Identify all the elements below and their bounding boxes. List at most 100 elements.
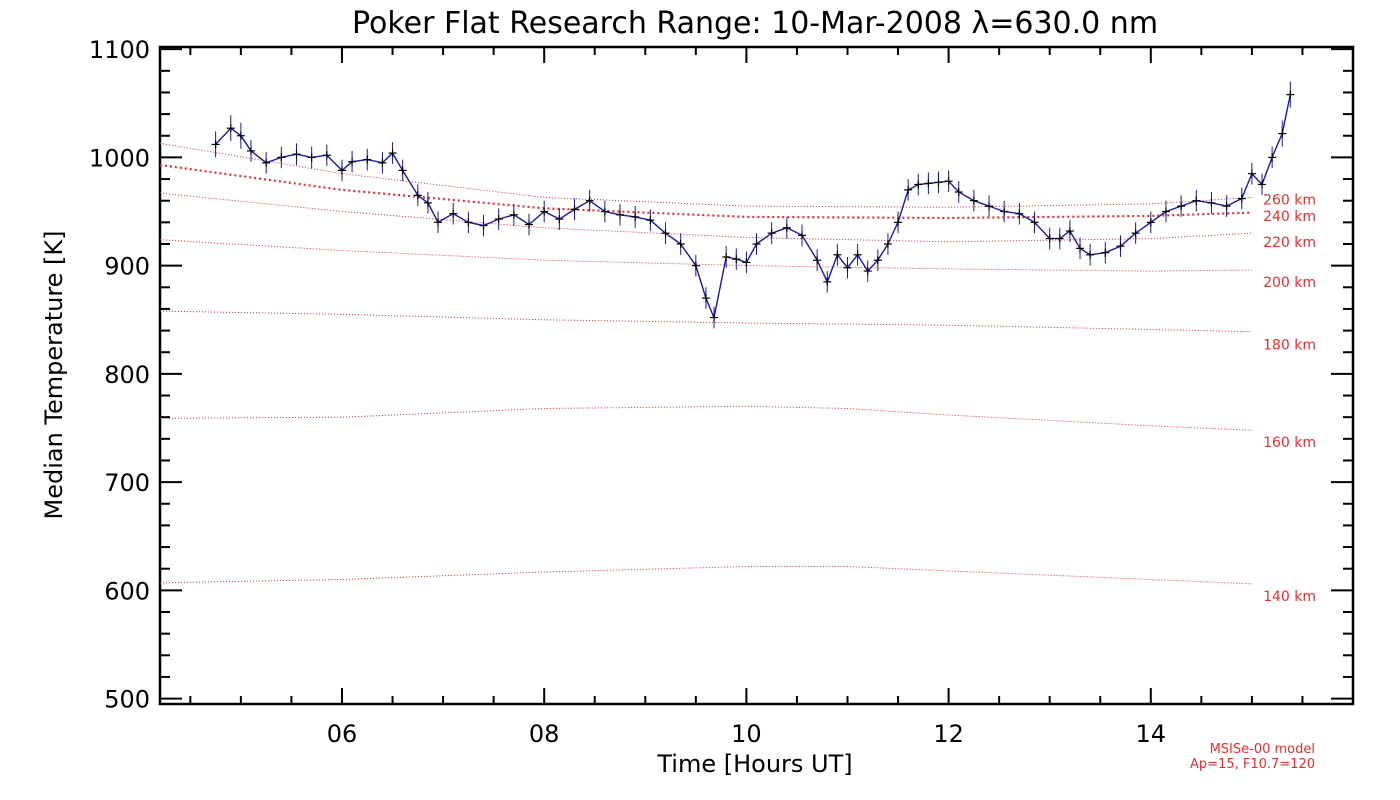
y-tick-label: 1100 bbox=[89, 36, 150, 64]
x-tick-label: 12 bbox=[933, 720, 964, 748]
data-point bbox=[337, 166, 346, 175]
data-point bbox=[722, 252, 731, 261]
altitude-label: 160 km bbox=[1263, 435, 1316, 451]
data-point bbox=[236, 131, 245, 140]
data-point bbox=[1055, 234, 1064, 243]
model-curve-220-km bbox=[159, 192, 1252, 243]
data-point bbox=[292, 150, 301, 159]
data-point bbox=[378, 158, 387, 167]
altitude-label: 260 km bbox=[1263, 193, 1316, 209]
y-tick-label: 1000 bbox=[89, 144, 150, 172]
plot-frame bbox=[158, 45, 1355, 706]
data-point bbox=[1192, 196, 1201, 205]
data-point bbox=[616, 210, 625, 219]
data-point bbox=[1268, 153, 1277, 162]
x-tick-label: 14 bbox=[1136, 720, 1167, 748]
data-point bbox=[833, 250, 842, 259]
measurement-line bbox=[215, 94, 1291, 320]
data-point bbox=[767, 229, 776, 238]
data-point bbox=[944, 177, 953, 186]
data-point bbox=[843, 263, 852, 272]
y-axis-label: Median Temperature [K] bbox=[40, 230, 68, 519]
data-point bbox=[246, 146, 255, 155]
data-point bbox=[348, 157, 357, 166]
y-tick-label: 600 bbox=[104, 577, 150, 605]
altitude-label: 220 km bbox=[1263, 235, 1316, 251]
data-point bbox=[813, 256, 822, 265]
data-point bbox=[398, 166, 407, 175]
data-point bbox=[322, 151, 331, 160]
data-point bbox=[1237, 194, 1246, 203]
data-point bbox=[904, 185, 913, 194]
data-point bbox=[413, 191, 422, 200]
model-curve-140-km bbox=[159, 566, 1252, 585]
x-tick-label: 06 bbox=[327, 720, 358, 748]
data-point bbox=[742, 258, 751, 267]
data-point bbox=[388, 149, 397, 158]
data-point bbox=[1222, 202, 1231, 211]
data-point bbox=[1000, 207, 1009, 216]
data-point bbox=[1030, 218, 1039, 227]
data-point bbox=[954, 188, 963, 197]
data-point bbox=[1278, 129, 1287, 138]
data-point bbox=[1076, 244, 1085, 253]
data-point bbox=[479, 221, 488, 230]
data-point bbox=[570, 205, 579, 214]
data-point bbox=[863, 267, 872, 276]
data-point bbox=[1161, 207, 1170, 216]
plot-border bbox=[158, 45, 1355, 706]
y-tick-label: 500 bbox=[104, 686, 150, 714]
data-point bbox=[1015, 209, 1024, 218]
axis-ticks: 06 08 10 12 14 500 600 700 800 900 1000 1100 bbox=[89, 36, 1353, 748]
data-point bbox=[969, 196, 978, 205]
data-point bbox=[661, 229, 670, 238]
measurement-series bbox=[211, 81, 1295, 329]
data-point bbox=[1101, 248, 1110, 257]
data-point bbox=[226, 124, 235, 133]
data-point bbox=[631, 212, 640, 221]
data-point bbox=[1146, 218, 1155, 227]
altitude-label: 200 km bbox=[1263, 275, 1316, 291]
data-point bbox=[873, 256, 882, 265]
data-point bbox=[555, 215, 564, 224]
model-note-line-2: Ap=15, F10.7=120 bbox=[1190, 757, 1315, 772]
data-point bbox=[1065, 227, 1074, 236]
data-point bbox=[732, 255, 741, 264]
model-curve-180-km bbox=[159, 310, 1252, 333]
model-curve-240-km bbox=[159, 163, 1252, 220]
data-point bbox=[363, 155, 372, 164]
model-curves bbox=[159, 142, 1252, 585]
altitude-label: 240 km bbox=[1263, 209, 1316, 225]
data-point bbox=[464, 218, 473, 227]
y-tick-label: 900 bbox=[104, 253, 150, 281]
data-point bbox=[262, 158, 271, 167]
data-point bbox=[1177, 202, 1186, 211]
altitude-label: 140 km bbox=[1263, 589, 1316, 605]
data-point bbox=[1045, 234, 1054, 243]
data-point bbox=[1086, 250, 1095, 259]
data-point bbox=[985, 202, 994, 211]
data-point bbox=[691, 261, 700, 270]
chart-title: Poker Flat Research Range: 10-Mar-2008 λ… bbox=[352, 6, 1158, 41]
data-point bbox=[1247, 169, 1256, 178]
data-point bbox=[1207, 198, 1216, 207]
model-note-line-1: MSISe-00 model bbox=[1210, 742, 1315, 757]
model-curve-160-km bbox=[159, 405, 1252, 431]
data-point bbox=[585, 196, 594, 205]
data-point bbox=[797, 231, 806, 240]
data-point bbox=[710, 313, 719, 322]
data-point bbox=[494, 215, 503, 224]
data-point bbox=[307, 153, 316, 162]
data-point bbox=[449, 209, 458, 218]
data-point bbox=[600, 207, 609, 216]
y-tick-label: 700 bbox=[104, 469, 150, 497]
data-point bbox=[823, 277, 832, 286]
data-point bbox=[914, 180, 923, 189]
data-point bbox=[525, 220, 534, 229]
model-curve-260-km bbox=[159, 142, 1252, 208]
data-point bbox=[211, 140, 220, 149]
data-point bbox=[1286, 90, 1295, 99]
data-point bbox=[434, 218, 443, 227]
